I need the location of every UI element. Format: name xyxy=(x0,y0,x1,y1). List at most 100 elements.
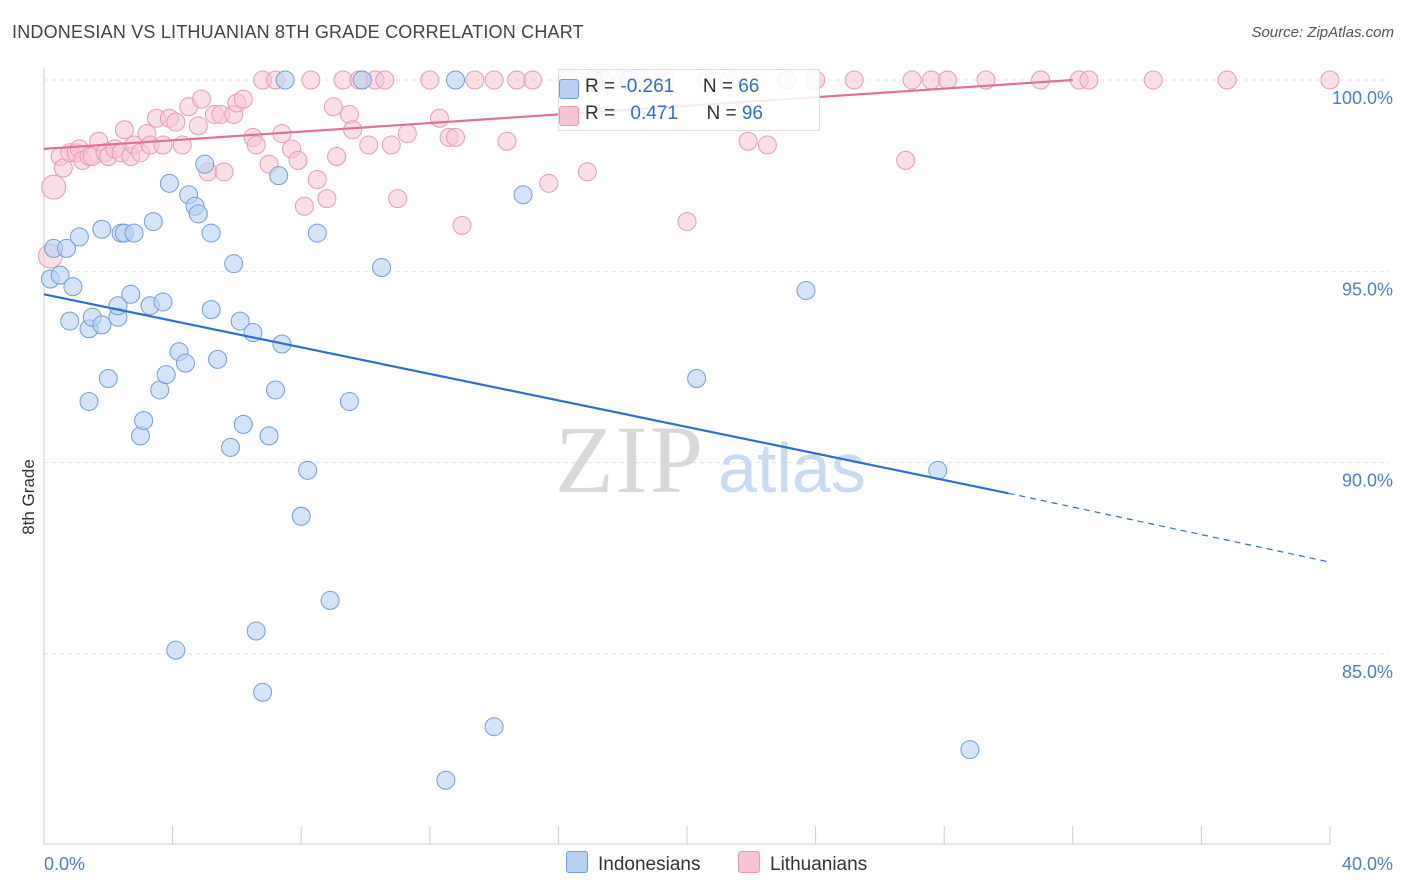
series-legend-lithuanians: Lithuanians xyxy=(738,851,867,876)
watermark-zip: ZIP xyxy=(555,406,705,513)
indonesian-point xyxy=(134,411,154,431)
indonesian-point xyxy=(320,590,340,610)
indonesian-trend-extension xyxy=(1008,492,1331,563)
indonesian-point xyxy=(796,280,816,300)
legend-n-label: N = xyxy=(702,76,739,97)
lithuanian-point xyxy=(339,104,359,124)
lithuanian-point xyxy=(677,212,697,232)
indonesian-point xyxy=(220,437,240,457)
indonesian-point xyxy=(63,277,83,297)
indonesian-point xyxy=(143,212,163,232)
lithuanian-point xyxy=(301,70,321,90)
lithuanian-point xyxy=(896,150,916,170)
lithuanian-point xyxy=(327,147,347,167)
x-tick-label: 0.0% xyxy=(44,854,85,874)
watermark-atlas: atlas xyxy=(718,429,866,507)
indonesian-point xyxy=(298,460,318,480)
lithuanian-point xyxy=(539,173,559,193)
lithuanian-point xyxy=(1320,70,1340,90)
series-label-lithuanians: Lithuanians xyxy=(770,854,868,875)
lithuanian-point xyxy=(246,135,266,155)
lithuanian-point xyxy=(307,169,327,189)
y-axis-title: 8th Grade xyxy=(19,459,38,535)
lithuanian-point xyxy=(507,70,527,90)
lithuanian-point xyxy=(288,150,308,170)
indonesian-point xyxy=(50,265,70,285)
indonesian-point xyxy=(513,185,533,205)
lithuanian-point xyxy=(523,70,543,90)
indonesian-point xyxy=(195,154,215,174)
y-tick-label: 90.0% xyxy=(1342,471,1393,491)
lithuanian-point xyxy=(333,70,353,90)
lithuanian-point xyxy=(757,135,777,155)
lithuanian-point xyxy=(420,70,440,90)
indonesian-point xyxy=(121,284,141,304)
stats-legend: R = -0.261 N = 66 R = 0.471 N = 96 xyxy=(558,69,820,131)
series-label-indonesians: Indonesians xyxy=(598,854,701,875)
legend-swatch-lithuanians xyxy=(559,106,579,126)
indonesian-point xyxy=(166,640,186,660)
lithuanian-point xyxy=(294,196,314,216)
indonesian-point xyxy=(269,166,289,186)
lithuanian-point xyxy=(233,89,253,109)
x-tick-label: 40.0% xyxy=(1342,854,1393,874)
indonesian-point xyxy=(352,70,372,90)
indonesian-point xyxy=(259,426,279,446)
y-tick-label: 85.0% xyxy=(1342,662,1393,682)
lithuanian-point xyxy=(1143,70,1163,90)
indonesian-point xyxy=(230,311,250,331)
indonesian-point xyxy=(372,258,392,278)
lithuanian-point xyxy=(577,162,597,182)
indonesian-point xyxy=(98,368,118,388)
lithuanian-point xyxy=(484,70,504,90)
y-tick-label: 100.0% xyxy=(1332,88,1393,108)
indonesian-point xyxy=(253,682,273,702)
lithuanian-point xyxy=(446,127,466,147)
indonesian-point xyxy=(124,223,144,243)
indonesian-trend-line xyxy=(43,293,1009,495)
lithuanian-point xyxy=(41,174,67,200)
legend-r-value: 0.471 xyxy=(630,103,678,124)
indonesian-point xyxy=(265,380,285,400)
indonesian-point xyxy=(446,70,466,90)
lithuanian-point xyxy=(429,108,449,128)
lithuanian-point xyxy=(188,116,208,136)
lithuanian-point xyxy=(1217,70,1237,90)
indonesian-point xyxy=(201,223,221,243)
lithuanian-point xyxy=(166,112,186,132)
indonesian-point xyxy=(60,311,80,331)
lithuanian-point xyxy=(937,70,957,90)
legend-row-indonesians: R = -0.261 N = 66 xyxy=(559,76,759,99)
lithuanian-point xyxy=(397,124,417,144)
lithuanian-point xyxy=(323,97,343,117)
indonesian-point xyxy=(130,426,150,446)
chart-title: INDONESIAN VS LITHUANIAN 8TH GRADE CORRE… xyxy=(12,22,584,42)
lithuanian-point xyxy=(738,131,758,151)
series-legend-indonesians: Indonesians xyxy=(566,851,700,876)
indonesian-point xyxy=(436,770,456,790)
indonesian-point xyxy=(92,315,112,335)
lithuanian-point xyxy=(192,89,212,109)
watermark: ZIP atlas xyxy=(555,406,866,513)
lithuanian-point xyxy=(317,189,337,209)
lithuanian-point xyxy=(343,120,363,140)
indonesian-point xyxy=(69,227,89,247)
lithuanian-point xyxy=(1079,70,1099,90)
lithuanian-point xyxy=(381,135,401,155)
legend-r-label: R = xyxy=(585,76,621,97)
indonesian-point xyxy=(175,353,195,373)
lithuanian-point xyxy=(452,215,472,235)
legend-swatch-indonesians xyxy=(559,79,579,99)
lithuanian-point xyxy=(153,135,173,155)
series-swatch-indonesians xyxy=(566,851,588,873)
indonesian-point xyxy=(188,204,208,224)
indonesian-points xyxy=(40,70,980,790)
indonesian-point xyxy=(159,173,179,193)
legend-r-label: R = xyxy=(585,103,621,124)
lithuanian-point xyxy=(497,131,517,151)
source-label: Source: ZipAtlas.com xyxy=(1251,24,1394,41)
tick-labels: 85.0% 90.0% 95.0% 100.0% 0.0% 40.0% xyxy=(44,88,1393,874)
lithuanian-point xyxy=(921,70,941,90)
y-tick-label: 95.0% xyxy=(1342,279,1393,299)
